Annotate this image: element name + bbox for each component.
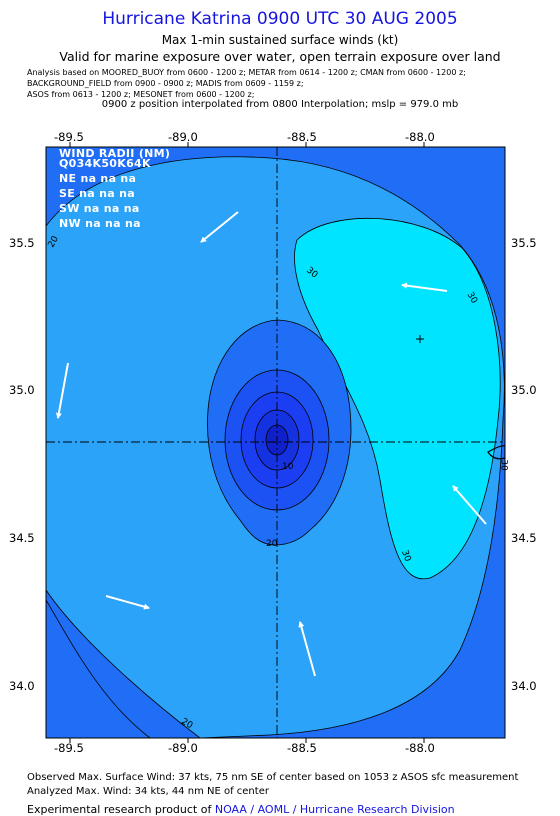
exposure-note: Valid for marine exposure over water, op… (59, 49, 501, 64)
credit-text: Experimental research product of (27, 803, 215, 816)
coastline (487, 445, 505, 460)
x-tick-bottom: -88.0 (405, 741, 435, 755)
wind-radii-row-nw: NW na na na (59, 217, 141, 230)
x-tick-bottom: -88.5 (287, 741, 317, 755)
contour-label: 10 (282, 462, 294, 472)
map-subtitle: Max 1-min sustained surface winds (kt) (161, 33, 399, 47)
map-title: Hurricane Katrina 0900 UTC 30 AUG 2005 (102, 9, 458, 29)
y-tick-left: 35.5 (9, 236, 35, 250)
y-tick-right: 34.0 (511, 679, 537, 693)
contour-label: 30 (498, 459, 509, 471)
y-tick-right: 34.5 (511, 531, 537, 545)
x-tick-top: -89.0 (168, 130, 198, 144)
analysis-sources-line-1: Analysis based on MOORED_BUOY from 0600 … (27, 68, 466, 77)
wind-radii-row-sw: SW na na na (59, 202, 140, 215)
analysis-sources-line-3: ASOS from 0613 - 1200 z; MESONET from 06… (27, 90, 255, 99)
y-tick-left: 34.0 (9, 679, 35, 693)
x-tick-top: -89.5 (54, 130, 84, 144)
max-wind-marker (416, 335, 424, 343)
wind-arrow (200, 211, 239, 243)
x-tick-top: -88.5 (287, 130, 317, 144)
position-note: 0900 z position interpolated from 0800 I… (101, 99, 459, 110)
y-tick-left: 35.0 (9, 383, 35, 397)
wind-arrow (401, 282, 448, 292)
analyzed-max-wind: Analyzed Max. Wind: 34 kts, 44 nm NE of … (27, 786, 269, 797)
y-tick-right: 35.0 (511, 383, 537, 397)
wind-arrow (55, 362, 69, 419)
wind-arrow (298, 621, 316, 677)
observed-max-wind: Observed Max. Surface Wind: 37 kts, 75 n… (27, 772, 519, 783)
y-tick-left: 34.5 (9, 531, 35, 545)
wind-radii-row-ne: NE na na na (59, 172, 137, 185)
wind-radii-row-se: SE na na na (59, 187, 135, 200)
x-tick-bottom: -89.5 (54, 741, 84, 755)
wind-arrow (452, 485, 487, 525)
land-contour (46, 599, 151, 738)
analysis-sources-line-2: BACKGROUND_FIELD from 0900 - 0900 z; MAD… (27, 79, 304, 88)
wind-radii-header: WIND RADII (NM) (59, 147, 171, 160)
contour-label: 20 (266, 539, 278, 549)
hrd-link[interactable]: NOAA / AOML / Hurricane Research Divisio… (214, 803, 455, 816)
x-tick-top: -88.0 (405, 130, 435, 144)
wind-radii-columns: Q034K50K64K (59, 157, 151, 170)
x-tick-bottom: -89.0 (168, 741, 198, 755)
wind-arrow (105, 595, 150, 610)
y-tick-right: 35.5 (511, 236, 537, 250)
